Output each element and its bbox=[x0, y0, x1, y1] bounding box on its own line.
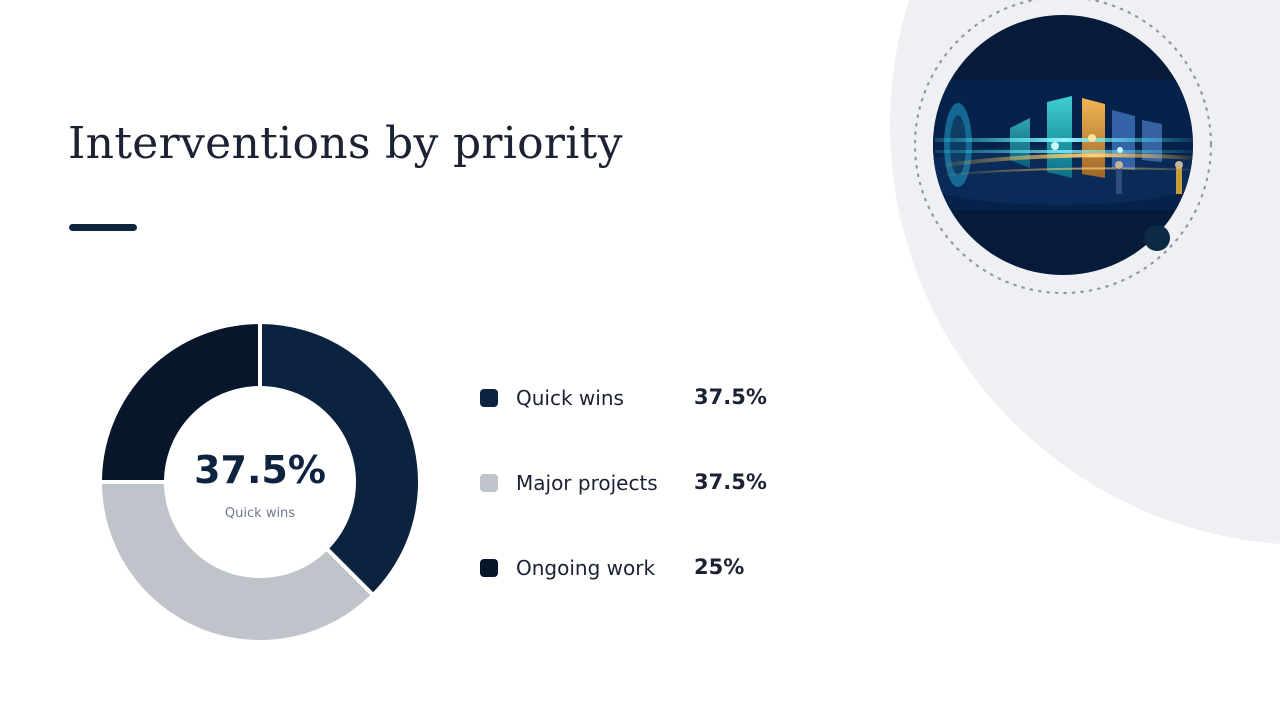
legend-swatch-quick-wins bbox=[480, 389, 498, 407]
legend-value: 37.5% bbox=[694, 385, 767, 409]
legend-item-major-projects: Major projects 37.5% bbox=[478, 465, 798, 501]
legend-swatch-major-projects bbox=[480, 474, 498, 492]
legend-value: 37.5% bbox=[694, 470, 767, 494]
slide-title: Interventions by priority bbox=[68, 118, 623, 169]
legend-label: Ongoing work bbox=[516, 556, 656, 580]
legend-swatch-ongoing-work bbox=[480, 559, 498, 577]
donut-chart bbox=[98, 320, 423, 645]
title-underline bbox=[69, 224, 137, 231]
donut-center-hole bbox=[164, 386, 356, 578]
legend-value: 25% bbox=[694, 555, 745, 579]
legend-item-quick-wins: Quick wins 37.5% bbox=[478, 380, 798, 416]
legend-label: Quick wins bbox=[516, 386, 624, 410]
legend-item-ongoing-work: Ongoing work 25% bbox=[478, 550, 798, 586]
legend-label: Major projects bbox=[516, 471, 658, 495]
donut-center-value: 37.5% bbox=[194, 448, 326, 492]
donut-center-label: Quick wins bbox=[224, 506, 296, 521]
hero-illustration bbox=[913, 0, 1213, 295]
